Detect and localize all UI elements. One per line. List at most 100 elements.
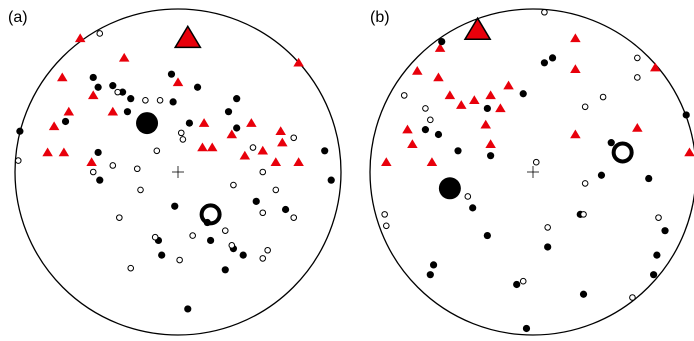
triangle-point-large: [463, 16, 492, 40]
dot-point: [434, 130, 443, 139]
triangle-point: [57, 72, 68, 82]
ring-point: [290, 214, 298, 221]
ring-point: [230, 181, 237, 189]
ring-point: [383, 222, 390, 230]
dot-point: [469, 204, 477, 212]
dot-point: [61, 117, 70, 126]
dot-point: [184, 305, 192, 313]
ring-point: [177, 129, 185, 137]
dot-point: [281, 205, 290, 214]
triangle-point: [42, 147, 53, 157]
triangle-point: [86, 157, 97, 166]
ring-point: [116, 214, 123, 221]
ring-point: [249, 144, 257, 151]
triangle-point: [412, 65, 423, 75]
ring-point: [422, 105, 429, 112]
dot-point: [540, 59, 549, 67]
ring-point: [544, 224, 551, 231]
triangle-point: [407, 139, 418, 149]
ring-point: [581, 103, 589, 111]
dot-point: [548, 54, 557, 62]
triangle-point: [172, 77, 184, 87]
triangle-point: [246, 118, 257, 127]
dot-point: [321, 147, 329, 155]
dot-point-large: [438, 177, 461, 200]
dot-point: [426, 271, 434, 279]
dot-point: [169, 98, 177, 106]
dot-point: [438, 38, 446, 46]
dot-point: [682, 111, 690, 119]
dot-point: [224, 108, 233, 116]
dot-point-large: [136, 112, 159, 135]
ring-point: [176, 256, 183, 264]
ring-point: [96, 30, 104, 37]
ring-point: [599, 93, 607, 101]
dot-point: [252, 197, 260, 205]
triangle-point: [74, 33, 86, 43]
panel-label: (a): [8, 9, 28, 26]
dot-point: [221, 266, 229, 274]
ring-point: [655, 214, 662, 221]
triangle-point: [444, 90, 456, 100]
dot-point: [193, 83, 202, 91]
triangle-point: [277, 137, 288, 147]
triangle-point: [118, 52, 130, 62]
triangle-point: [684, 147, 694, 157]
triangle-point: [48, 121, 60, 131]
ring-point: [400, 92, 408, 99]
triangle-point: [456, 100, 467, 109]
ring-point: [580, 211, 587, 218]
dot-point: [454, 147, 462, 155]
ring-point-large: [199, 203, 222, 226]
triangle-point: [495, 103, 506, 113]
triangle-point: [293, 157, 304, 166]
ring-point: [634, 54, 641, 62]
ring-point: [259, 209, 267, 217]
dot-point: [16, 127, 24, 135]
dot-point: [429, 261, 438, 269]
dot-point: [239, 251, 247, 259]
ring-point: [464, 193, 472, 200]
triangle-point: [570, 64, 581, 74]
dot-point: [487, 152, 495, 160]
dot-point: [109, 82, 117, 90]
ring-point: [14, 157, 22, 164]
dot-point: [483, 104, 491, 113]
triangle-point: [257, 145, 269, 155]
dot-point: [544, 243, 552, 251]
triangle-point: [197, 142, 208, 152]
ring-point: [127, 264, 135, 272]
ring-point: [114, 88, 121, 96]
panel-label: (b): [370, 9, 390, 26]
triangle-point: [58, 147, 70, 157]
triangle-point: [381, 157, 392, 166]
ring-point: [629, 294, 636, 301]
dot-point: [233, 95, 241, 103]
triangle-point: [570, 33, 581, 43]
triangle-point: [570, 129, 581, 139]
dot-point: [661, 227, 669, 235]
dot-point: [118, 88, 127, 96]
triangle-point: [632, 122, 643, 132]
triangle-point: [87, 90, 99, 100]
ring-point: [137, 186, 144, 194]
dot-point: [171, 202, 179, 210]
dot-point: [207, 236, 215, 245]
dot-point: [653, 251, 661, 259]
ring-point: [259, 255, 267, 262]
ring-point: [532, 158, 540, 166]
dot-point: [650, 271, 658, 279]
triangle-point: [275, 126, 286, 135]
triangle-point: [198, 118, 210, 127]
dot-point: [89, 73, 97, 82]
ring-point: [221, 227, 229, 234]
triangle-point: [469, 95, 480, 105]
ring-point: [634, 74, 641, 81]
triangle-point-large: [173, 24, 202, 49]
ring-point: [142, 96, 149, 104]
ring-point: [427, 116, 434, 124]
ring-point: [259, 168, 267, 176]
triangle-point: [226, 129, 238, 139]
ring-point: [153, 147, 161, 155]
